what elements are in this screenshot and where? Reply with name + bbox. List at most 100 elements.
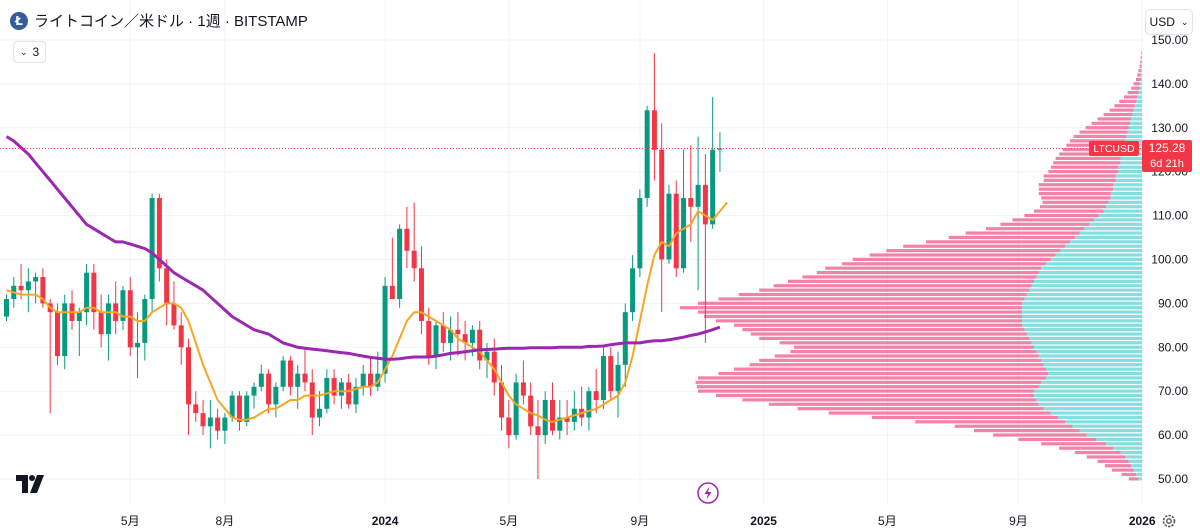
volume-bar-up bbox=[1046, 376, 1142, 380]
candle-body bbox=[127, 290, 133, 348]
volume-bar-up bbox=[1106, 205, 1142, 209]
volume-bar-up bbox=[1046, 367, 1142, 371]
candle-body bbox=[397, 228, 403, 300]
volume-bar-up bbox=[1096, 437, 1142, 441]
volume-bar-down bbox=[1140, 60, 1142, 64]
price-axis[interactable]: 50.0060.0070.0080.0090.00100.00110.00120… bbox=[1151, 33, 1188, 486]
volume-bar-up bbox=[1079, 429, 1142, 433]
volume-bar-down bbox=[926, 240, 1070, 244]
candle-body bbox=[295, 373, 301, 387]
volume-bar-down bbox=[1133, 82, 1140, 86]
volume-bar-down bbox=[698, 376, 1046, 380]
candle-body bbox=[236, 395, 242, 422]
candle-body bbox=[535, 426, 541, 436]
candle-body bbox=[25, 281, 31, 291]
indicators-toggle-button[interactable]: ⌄ 3 bbox=[13, 41, 47, 63]
volume-bar-up bbox=[1110, 196, 1142, 200]
candle-body bbox=[346, 382, 352, 405]
volume-bar-up bbox=[1138, 477, 1142, 481]
volume-bar-up bbox=[1072, 424, 1142, 428]
volume-bar-down bbox=[1048, 170, 1118, 174]
candle-body bbox=[266, 373, 272, 405]
volume-bar-down bbox=[1024, 213, 1099, 218]
candle-body bbox=[411, 250, 417, 269]
price-axis-label: 80.00 bbox=[1158, 340, 1188, 354]
volume-bar-up bbox=[1130, 121, 1142, 125]
candle-body bbox=[149, 198, 155, 300]
volume-bar-up bbox=[1041, 358, 1142, 362]
candle-body bbox=[215, 417, 221, 431]
time-axis-label: 9月 bbox=[1009, 514, 1028, 528]
currency-select[interactable]: USD ⌄ bbox=[1145, 9, 1193, 35]
volume-bar-up bbox=[1022, 301, 1142, 305]
volume-bar-up bbox=[1034, 389, 1142, 393]
candle-body bbox=[550, 399, 555, 431]
volume-bar-down bbox=[1097, 459, 1129, 463]
price-axis-label: 150.00 bbox=[1151, 33, 1188, 47]
candle-body bbox=[164, 268, 170, 304]
volume-bar-up bbox=[1125, 139, 1142, 143]
volume-bar-up bbox=[1036, 349, 1142, 354]
volume-bar-down bbox=[749, 363, 1044, 367]
volume-bar-down bbox=[1059, 446, 1114, 450]
volume-bar-down bbox=[1127, 90, 1139, 95]
volume-bar-down bbox=[695, 380, 1042, 384]
candle-body bbox=[622, 312, 628, 365]
volume-bar-down bbox=[1085, 126, 1129, 130]
volume-bar-up bbox=[1022, 306, 1142, 310]
volume-bar-down bbox=[1114, 104, 1135, 108]
price-axis-label: 130.00 bbox=[1151, 121, 1188, 135]
volume-bar-up bbox=[1106, 442, 1142, 446]
candle-body bbox=[331, 378, 337, 396]
volume-bar-down bbox=[1124, 95, 1138, 99]
price-axis-label: 140.00 bbox=[1151, 77, 1188, 91]
price-axis-label: 70.00 bbox=[1158, 384, 1188, 398]
volume-bar-down bbox=[869, 253, 1056, 257]
volume-bar-up bbox=[1026, 292, 1142, 297]
volume-bar-up bbox=[1128, 126, 1142, 130]
volume-bar-up bbox=[1113, 183, 1142, 187]
volume-bar-up bbox=[1031, 284, 1142, 288]
candle-body bbox=[608, 356, 614, 392]
volume-bar-up bbox=[1089, 222, 1142, 226]
volume-bar-down bbox=[1136, 77, 1141, 82]
candle-body bbox=[200, 413, 206, 427]
volume-bar-down bbox=[1140, 55, 1142, 60]
volume-bar-up bbox=[1043, 407, 1142, 411]
tradingview-logo-icon[interactable] bbox=[16, 475, 48, 493]
volume-bar-down bbox=[1043, 178, 1116, 182]
volume-bar-down bbox=[759, 336, 1030, 341]
price-axis-label: 110.00 bbox=[1152, 209, 1188, 223]
candle-body bbox=[338, 382, 344, 396]
volume-bar-up bbox=[1086, 433, 1142, 437]
candle-body bbox=[18, 285, 24, 291]
candle-body bbox=[40, 277, 46, 304]
candle-body bbox=[651, 110, 657, 150]
candle-body bbox=[4, 299, 9, 317]
volume-bar-down bbox=[1050, 165, 1118, 169]
candle-body bbox=[251, 386, 257, 396]
volume-bar-up bbox=[1038, 385, 1142, 389]
volume-profile bbox=[680, 51, 1142, 481]
candle-body bbox=[207, 417, 213, 427]
ma-fast-line bbox=[6, 201, 728, 423]
volume-bar-down bbox=[1042, 200, 1109, 204]
volume-bar-up bbox=[1022, 319, 1142, 323]
volume-bar-down bbox=[1137, 73, 1141, 77]
candle-body bbox=[666, 193, 672, 260]
volume-bar-up bbox=[1120, 161, 1142, 165]
volume-bar-up bbox=[1133, 108, 1142, 112]
lightning-icon[interactable] bbox=[697, 482, 719, 504]
symbol-tag-bg bbox=[1089, 141, 1139, 156]
volume-bar-down bbox=[718, 371, 1049, 376]
volume-bar-down bbox=[915, 420, 1066, 424]
volume-bar-down bbox=[965, 231, 1080, 235]
volume-bar-down bbox=[788, 279, 1034, 283]
gear-icon[interactable] bbox=[1161, 513, 1177, 529]
volume-bar-down bbox=[734, 367, 1046, 371]
volume-bar-up bbox=[1113, 446, 1142, 450]
candle-body bbox=[258, 373, 264, 387]
time-axis[interactable]: 5月8月20245月9月20255月9月20265月 bbox=[121, 514, 1200, 528]
volume-bar-up bbox=[1034, 345, 1142, 349]
